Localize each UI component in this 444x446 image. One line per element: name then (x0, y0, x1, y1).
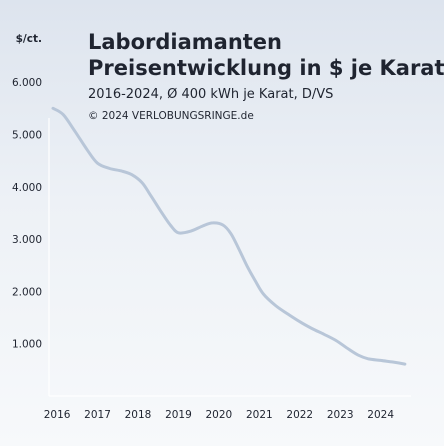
y-tick-label: 5.000 (12, 129, 42, 141)
chart-credit: © 2024 VERLOBUNGSRINGE.de (88, 110, 254, 122)
chart-subtitle: 2016-2024, Ø 400 kWh je Karat, D/VS (88, 87, 333, 102)
y-tick-label: 2.000 (12, 286, 42, 298)
chart-title-line-1: Labordiamanten (88, 30, 282, 54)
y-tick-label: 1.000 (12, 339, 42, 351)
x-tick-label: 2019 (165, 409, 192, 421)
x-axis-ticks: 2016 2017 2018 2019 2020 2021 2022 2023 2024 (44, 409, 395, 421)
x-tick-label: 2023 (327, 409, 354, 421)
y-axis-ticks: 1.000 2.000 3.000 4.000 5.000 6.000 (12, 77, 42, 351)
x-tick-label: 2020 (206, 409, 233, 421)
y-tick-label: 4.000 (12, 182, 42, 194)
x-tick-label: 2024 (367, 409, 394, 421)
y-axis-unit-label: $/ct. (16, 33, 42, 45)
x-tick-label: 2016 (44, 409, 71, 421)
x-tick-label: 2021 (246, 409, 273, 421)
y-tick-label: 3.000 (12, 234, 42, 246)
x-tick-label: 2017 (84, 409, 111, 421)
chart-title-line-2: Preisentwicklung in $ je Karat (88, 56, 444, 80)
y-tick-label: 6.000 (12, 77, 42, 89)
x-tick-label: 2018 (125, 409, 152, 421)
series-line (51, 106, 407, 366)
x-tick-label: 2022 (286, 409, 313, 421)
